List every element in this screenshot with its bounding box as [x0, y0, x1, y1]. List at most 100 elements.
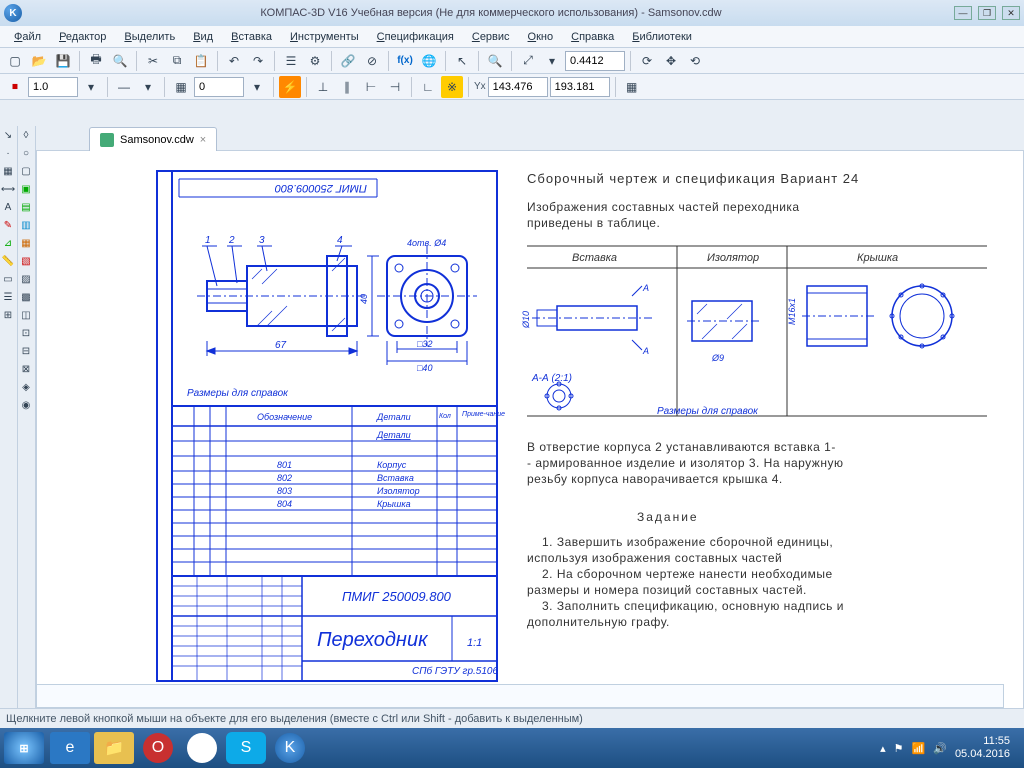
rep-icon[interactable]: ⊞: [0, 308, 16, 324]
t12-icon[interactable]: ⊡: [18, 326, 34, 342]
clock[interactable]: 11:55 05.04.2016: [955, 735, 1010, 761]
x-input[interactable]: [488, 77, 548, 97]
refresh-icon[interactable]: ⟳: [636, 50, 658, 72]
layer-input[interactable]: [194, 77, 244, 97]
props-icon[interactable]: ☰: [280, 50, 302, 72]
dim-icon[interactable]: ⟷: [0, 182, 16, 198]
break-icon[interactable]: ⊘: [361, 50, 383, 72]
t3-icon[interactable]: ▢: [18, 164, 34, 180]
t13-icon[interactable]: ⊟: [18, 344, 34, 360]
menu-select[interactable]: Выделить: [116, 29, 183, 45]
style-icon[interactable]: ―: [113, 76, 135, 98]
geom-icon[interactable]: ↘: [0, 128, 16, 144]
t7-icon[interactable]: ▦: [18, 236, 34, 252]
dd2-icon[interactable]: ▾: [137, 76, 159, 98]
t8-icon[interactable]: ▧: [18, 254, 34, 270]
svg-text:4: 4: [337, 235, 343, 246]
layer-icon[interactable]: ▦: [170, 76, 192, 98]
kompas-icon[interactable]: K: [275, 733, 305, 763]
ortho-icon[interactable]: ∟: [417, 76, 439, 98]
dd1-icon[interactable]: ▾: [80, 76, 102, 98]
t1-icon[interactable]: ◊: [18, 128, 34, 144]
t15-icon[interactable]: ◈: [18, 380, 34, 396]
menu-insert[interactable]: Вставка: [223, 29, 280, 45]
tray-up-icon[interactable]: ▴: [880, 742, 886, 755]
maximize-button[interactable]: ❐: [978, 6, 996, 20]
tray-vol-icon[interactable]: 🔊: [933, 742, 947, 755]
y-input[interactable]: [550, 77, 610, 97]
open-icon[interactable]: 📂: [28, 50, 50, 72]
t9-icon[interactable]: ▨: [18, 272, 34, 288]
text-icon[interactable]: A: [0, 200, 16, 216]
chrome-icon[interactable]: ◯: [187, 733, 217, 763]
dim3-icon[interactable]: ⊢: [360, 76, 382, 98]
t16-icon[interactable]: ◉: [18, 398, 34, 414]
undo-icon[interactable]: ↶: [223, 50, 245, 72]
vars-icon[interactable]: ⚙: [304, 50, 326, 72]
zoom-fit-icon[interactable]: ⤢: [517, 50, 539, 72]
copy-icon[interactable]: ⧉: [166, 50, 188, 72]
t5-icon[interactable]: ▤: [18, 200, 34, 216]
tab-close-icon[interactable]: ×: [200, 134, 206, 146]
scale-input[interactable]: [28, 77, 78, 97]
pt-icon[interactable]: ·: [0, 146, 16, 162]
preview-icon[interactable]: 🔍: [109, 50, 131, 72]
link-icon[interactable]: 🔗: [337, 50, 359, 72]
tray-flag-icon[interactable]: ⚑: [894, 742, 904, 755]
skype-icon[interactable]: S: [226, 732, 266, 764]
menu-view[interactable]: Вид: [185, 29, 221, 45]
menu-spec[interactable]: Спецификация: [369, 29, 462, 45]
meas-icon[interactable]: 📏: [0, 254, 16, 270]
fx-icon[interactable]: f(x): [394, 50, 416, 72]
snap2-icon[interactable]: ※: [441, 76, 463, 98]
param-icon[interactable]: ⊿: [0, 236, 16, 252]
opera-icon[interactable]: O: [143, 733, 173, 763]
hatch-icon[interactable]: ▦: [0, 164, 16, 180]
close-button[interactable]: ✕: [1002, 6, 1020, 20]
minimize-button[interactable]: —: [954, 6, 972, 20]
zoom-dd-icon[interactable]: ▾: [541, 50, 563, 72]
menu-help[interactable]: Справка: [563, 29, 622, 45]
zoom-in-icon[interactable]: 🔍: [484, 50, 506, 72]
t2-icon[interactable]: ○: [18, 146, 34, 162]
t14-icon[interactable]: ⊠: [18, 362, 34, 378]
dim4-icon[interactable]: ⊣: [384, 76, 406, 98]
save-icon[interactable]: 💾: [52, 50, 74, 72]
globe-icon[interactable]: 🌐: [418, 50, 440, 72]
menu-libs[interactable]: Библиотеки: [624, 29, 700, 45]
menu-service[interactable]: Сервис: [464, 29, 518, 45]
tray-net-icon[interactable]: 📶: [912, 742, 926, 755]
ie-icon[interactable]: e: [50, 732, 90, 764]
menu-edit[interactable]: Редактор: [51, 29, 114, 45]
document-tab[interactable]: Samsonov.cdw ×: [89, 127, 217, 151]
spec-icon[interactable]: ☰: [0, 290, 16, 306]
t4-icon[interactable]: ▣: [18, 182, 34, 198]
paste-icon[interactable]: 📋: [190, 50, 212, 72]
print-icon[interactable]: 🖶: [85, 50, 107, 72]
start-button[interactable]: ⊞: [4, 732, 44, 764]
dim1-icon[interactable]: ⊥: [312, 76, 334, 98]
menu-window[interactable]: Окно: [520, 29, 562, 45]
zoom-input[interactable]: [565, 51, 625, 71]
command-input[interactable]: [36, 684, 1004, 708]
dim2-icon[interactable]: ∥: [336, 76, 358, 98]
sel-icon[interactable]: ▭: [0, 272, 16, 288]
redo-icon[interactable]: ↷: [247, 50, 269, 72]
t6-icon[interactable]: ▥: [18, 218, 34, 234]
rot-icon[interactable]: ⟲: [684, 50, 706, 72]
explorer-icon[interactable]: 📁: [94, 732, 134, 764]
drawing-canvas[interactable]: ПМИГ 250009.800: [147, 161, 1017, 691]
cut-icon[interactable]: ✂: [142, 50, 164, 72]
pan-icon[interactable]: ✥: [660, 50, 682, 72]
cursor-icon[interactable]: ↖: [451, 50, 473, 72]
edit-icon[interactable]: ✎: [0, 218, 16, 234]
menu-tools[interactable]: Инструменты: [282, 29, 367, 45]
dd3-icon[interactable]: ▾: [246, 76, 268, 98]
snap-icon[interactable]: ⚡: [279, 76, 301, 98]
t11-icon[interactable]: ◫: [18, 308, 34, 324]
new-icon[interactable]: ▢: [4, 50, 26, 72]
stop-icon[interactable]: ⏹: [4, 76, 26, 98]
menu-file[interactable]: Файл: [6, 29, 49, 45]
grid-icon[interactable]: ▦: [621, 76, 643, 98]
t10-icon[interactable]: ▩: [18, 290, 34, 306]
